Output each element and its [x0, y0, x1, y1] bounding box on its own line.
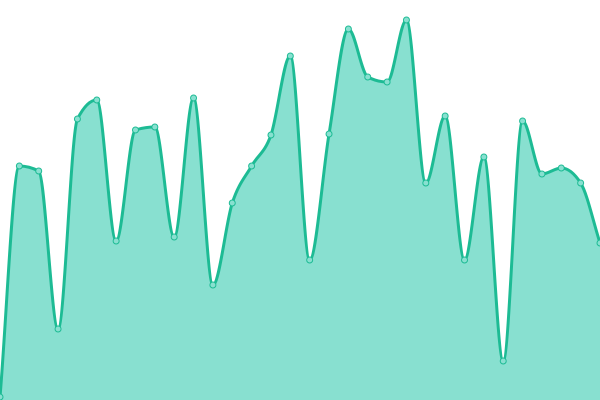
data-point-16 — [306, 256, 314, 264]
data-point-30 — [577, 179, 585, 187]
data-point-3 — [54, 325, 62, 333]
data-point-14 — [267, 131, 275, 139]
data-point-21 — [402, 16, 410, 24]
data-point-25 — [480, 153, 488, 161]
data-point-0 — [0, 393, 4, 400]
data-point-29 — [557, 164, 565, 172]
data-point-26 — [499, 357, 507, 365]
data-point-5 — [93, 96, 101, 104]
data-point-10 — [190, 94, 198, 102]
data-point-2 — [35, 167, 43, 175]
data-point-13 — [248, 162, 256, 170]
data-point-18 — [344, 25, 352, 33]
data-point-8 — [151, 123, 159, 131]
data-point-12 — [228, 199, 236, 207]
data-point-6 — [112, 237, 120, 245]
data-point-22 — [422, 179, 430, 187]
data-point-28 — [538, 170, 546, 178]
data-point-15 — [286, 52, 294, 60]
data-point-11 — [209, 281, 217, 289]
data-point-20 — [383, 78, 391, 86]
data-point-23 — [441, 112, 449, 120]
data-point-31 — [596, 239, 600, 247]
data-point-4 — [73, 115, 81, 123]
data-point-7 — [131, 126, 139, 134]
data-point-9 — [170, 233, 178, 241]
area-fill — [0, 20, 600, 400]
data-point-1 — [15, 162, 23, 170]
series-line — [0, 18, 600, 398]
data-point-17 — [325, 130, 333, 138]
data-point-24 — [461, 256, 469, 264]
data-point-27 — [519, 117, 527, 125]
data-point-19 — [364, 73, 372, 81]
